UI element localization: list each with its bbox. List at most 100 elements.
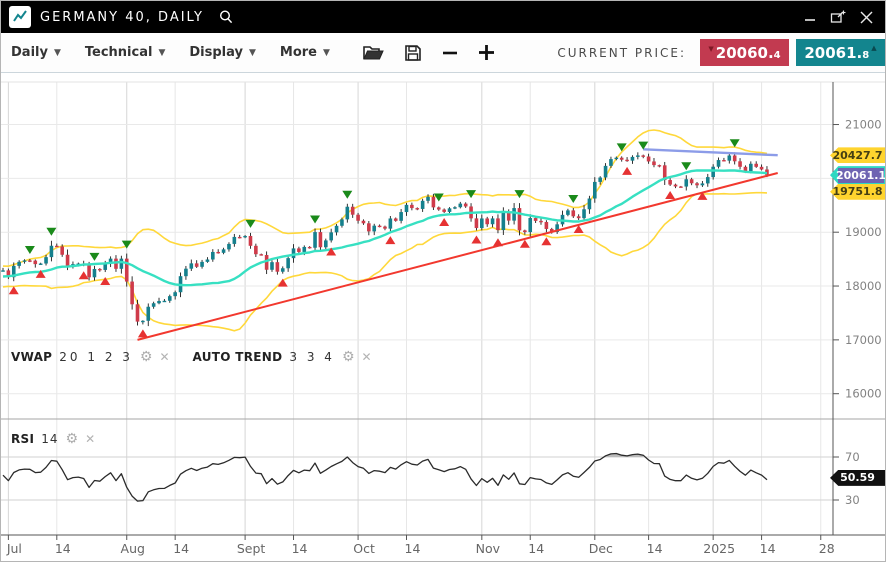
candle-body [377, 225, 382, 228]
close-icon[interactable]: ✕ [85, 432, 96, 446]
buy-marker-icon [100, 277, 111, 286]
gear-icon[interactable]: ⚙ [139, 349, 153, 365]
buy-marker-icon [519, 239, 530, 248]
candle-body [695, 183, 699, 186]
candle-body [361, 220, 366, 224]
candle-body [652, 161, 656, 166]
close-icon[interactable]: ✕ [361, 350, 372, 364]
candle-body [388, 218, 393, 229]
buy-marker-icon [471, 235, 482, 244]
price-axis-label: 17000 [845, 333, 882, 347]
candle-body [458, 203, 463, 208]
candle-body [576, 216, 581, 219]
candle-body [232, 236, 237, 244]
menu-timeframe[interactable]: Daily ▼ [11, 45, 61, 60]
candle-body [162, 300, 167, 303]
sell-marker-icon [121, 240, 132, 249]
candle-body [587, 198, 592, 210]
rsi-axis-label: 30 [845, 493, 860, 507]
candle-body [555, 224, 559, 232]
toolbar: Daily ▼ Technical ▼ Display ▼ More ▼ [1, 33, 885, 73]
minimize-button[interactable] [804, 11, 816, 23]
candle-body [480, 218, 484, 229]
menu-more[interactable]: More ▼ [279, 45, 330, 60]
candle-body [501, 212, 506, 231]
candle-body [1, 270, 5, 272]
candle-body [711, 166, 715, 178]
candle-body [426, 196, 430, 201]
candle-body [17, 261, 21, 266]
candle-body [108, 258, 113, 264]
buy-marker-icon [137, 329, 148, 338]
menu-display[interactable]: Display ▼ [189, 45, 256, 60]
candle-body [593, 181, 597, 199]
candle-body [211, 251, 215, 260]
autotrend-label: AUTO TREND [192, 350, 283, 364]
candle-body [732, 155, 737, 162]
candle-body [28, 260, 32, 262]
sell-marker-icon [46, 227, 57, 236]
candle-body [33, 260, 38, 265]
candle-body [173, 292, 177, 297]
close-icon[interactable]: ✕ [159, 350, 170, 364]
menu-technical[interactable]: Technical ▼ [84, 45, 166, 60]
sell-marker-icon [245, 219, 256, 228]
zoom-in-icon[interactable] [478, 44, 495, 61]
sell-marker-icon [466, 190, 477, 199]
current-price-label: CURRENT PRICE: [557, 45, 686, 60]
save-icon[interactable] [404, 44, 422, 62]
rsi-axis-label: 70 [845, 450, 860, 464]
candle-body [463, 203, 468, 207]
candle-body [200, 261, 204, 267]
chart-area: 21000 19000 18000 17000 16000 70 30 Jul 14 Aug 14 S… [1, 73, 885, 561]
candle-body [571, 210, 576, 217]
candle-body [743, 166, 748, 172]
sell-marker-icon [310, 215, 321, 224]
candle-body [334, 225, 339, 233]
sell-marker-icon [616, 143, 627, 152]
rsi-value-badge: 50.59 [830, 469, 885, 486]
bid-price-button[interactable]: ▼ 20060. 4 [700, 39, 789, 66]
time-axis-label: 14 [528, 541, 544, 556]
candle-body [636, 155, 640, 157]
candle-body [512, 208, 516, 221]
candle-body [625, 159, 629, 162]
time-axis-label: 2025 [703, 541, 735, 556]
zoom-out-icon[interactable] [442, 45, 458, 61]
ask-price-button[interactable]: 20061. 8 ▲ [796, 39, 885, 66]
open-folder-icon[interactable] [362, 44, 384, 61]
candle-body [603, 165, 608, 178]
candle-body [566, 210, 570, 215]
chevron-down-icon: ▼ [53, 47, 61, 58]
candle-body [383, 226, 387, 229]
candle-body [87, 265, 91, 278]
sell-marker-icon [342, 190, 353, 199]
candle-body [318, 232, 323, 248]
candle-body [141, 320, 145, 323]
candle-body [490, 218, 495, 225]
candle-body [55, 245, 59, 248]
popout-button[interactable] [830, 10, 846, 24]
close-button[interactable] [860, 11, 873, 24]
band-value-badge: 19751.8 [830, 183, 885, 200]
candle-body [254, 245, 258, 255]
candle-body [243, 235, 247, 238]
candle-body [6, 270, 11, 278]
time-axis-label: 14 [292, 541, 308, 556]
buy-marker-icon [492, 238, 503, 247]
candle-body [506, 212, 511, 221]
candle-body [716, 160, 721, 167]
gear-icon[interactable]: ⚙ [65, 431, 79, 447]
vwap-label: VWAP [11, 350, 53, 364]
candle-body [544, 222, 549, 229]
candle-body [65, 254, 70, 267]
arrow-down-icon: ▼ [708, 44, 714, 53]
vwap-legend: VWAP 20 1 2 3 ⚙ ✕ [11, 350, 170, 364]
sell-marker-icon [729, 139, 740, 148]
candle-body [350, 206, 355, 215]
candle-body [453, 207, 457, 209]
search-icon[interactable] [218, 9, 234, 25]
candle-body [103, 263, 108, 270]
gear-icon[interactable]: ⚙ [341, 349, 355, 365]
candle-body [415, 208, 420, 210]
